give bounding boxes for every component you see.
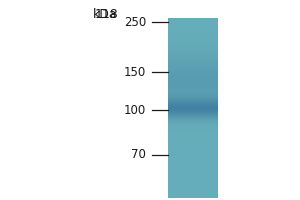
Text: 100: 100 [124,104,146,116]
Text: 70: 70 [131,148,146,162]
Text: 118: 118 [94,8,118,21]
Text: 250: 250 [124,16,146,28]
Text: 150: 150 [124,66,146,78]
Text: kDa: kDa [93,8,118,21]
